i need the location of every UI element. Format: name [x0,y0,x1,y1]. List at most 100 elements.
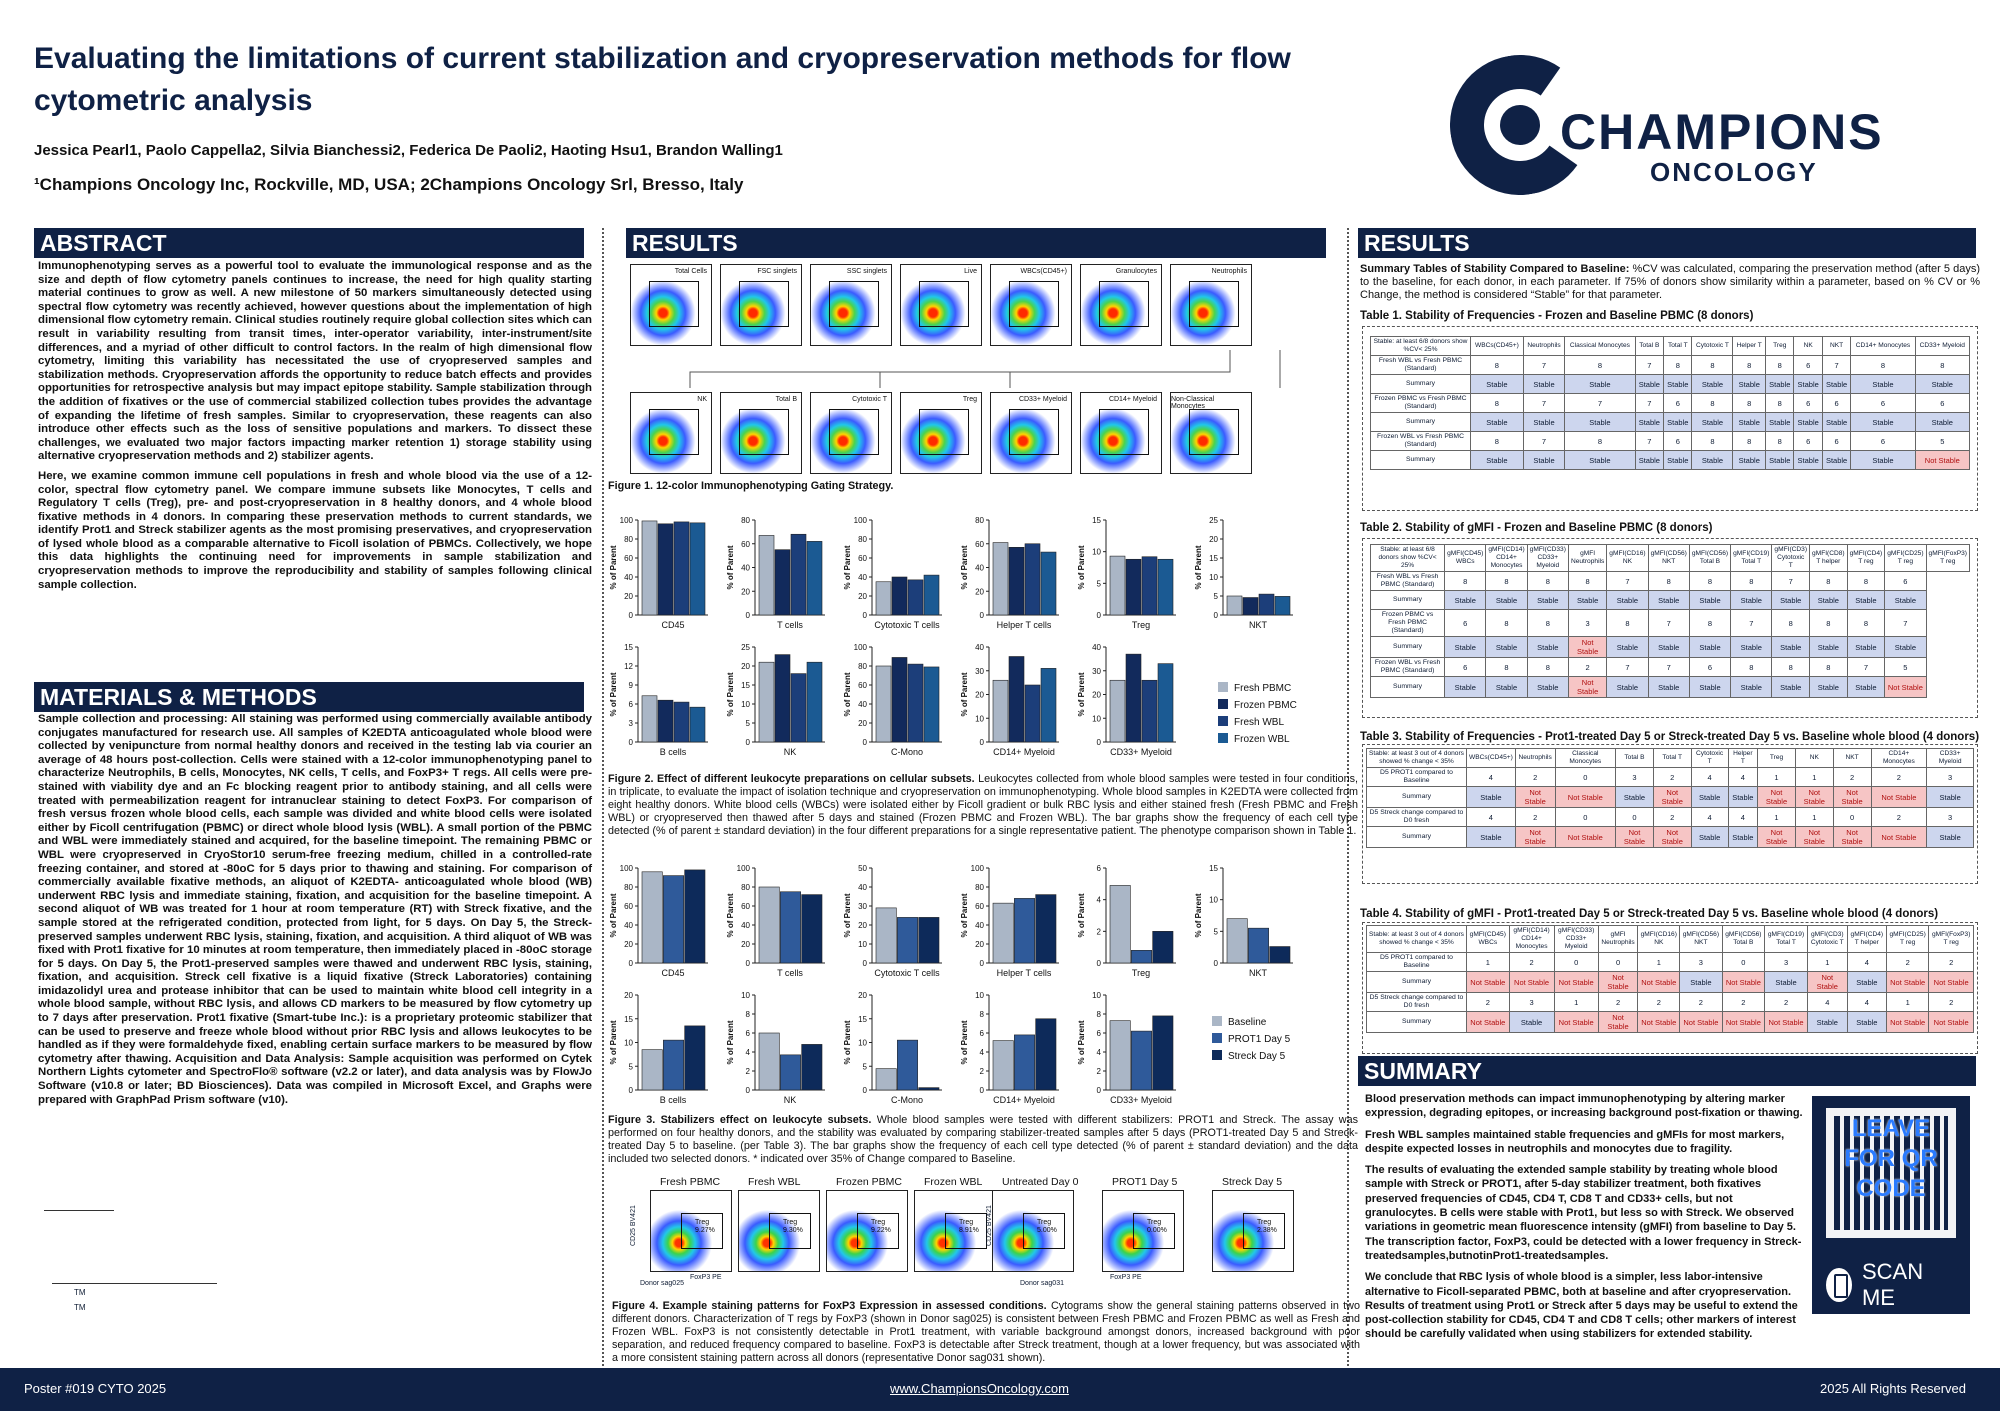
category-label: Treg [1132,968,1150,978]
table-cell: Stable [1679,971,1723,993]
cytogram-plot: Treg 9.27% [650,1190,732,1272]
bar [1035,1018,1057,1091]
table-cell: 8 [1850,355,1916,375]
table-cell: Not Stable [1885,971,1930,993]
table-cell: 6 [1663,431,1693,451]
table-cell: Stable [1793,412,1823,432]
y-tick-label: 0 [980,1086,985,1095]
bar [1248,927,1269,964]
table-column-header: gMFI(CD16) NK [1606,544,1649,572]
table-cell: Stable [1730,636,1773,658]
table-cell: Not Stable [1764,1011,1808,1033]
qr-code-panel[interactable]: LEAVE FOR QR CODE SCAN ME [1812,1096,1970,1314]
logo-sub: ONCOLOGY [1650,157,1818,187]
bar [1274,596,1291,616]
table-row-label: Summary [1370,450,1471,470]
table-cell: Stable [1806,1011,1848,1033]
chart-panel: 0 10 20 30 40 % of Parent CD14+ Myeloid [960,643,1059,757]
category-label: Cytotoxic T cells [874,968,940,978]
y-axis-label: % of Parent [1194,545,1203,589]
table-row-label: Summary [1370,374,1471,394]
y-tick-label: 25 [741,643,750,652]
table-cell: 6 [1850,393,1916,413]
y-tick-label: 80 [975,516,984,525]
table-row: Summary Stable Stable Stable Stable Stable Sta… [1369,590,1970,610]
table-cell: Stable [1444,676,1487,698]
footer-website-link[interactable]: www.ChampionsOncology.com [890,1381,1069,1396]
y-tick-label: 0 [863,1086,868,1095]
table-cell: Not Stable [1553,971,1599,993]
table-cell: 2 [1832,767,1872,787]
trademark-1: TM [74,1288,86,1297]
table-column-header: Cytotoxic T [1691,336,1734,356]
table-column-header: CD14+ Monocytes [1850,336,1916,356]
table-row-label: Frozen WBL vs Fresh PBMC (Standard) [1370,431,1471,451]
table-row: Summary Stable Stable Stable Stable Stable Sta… [1370,450,1971,470]
table-column-header: gMFI(CD14) CD14+ Monocytes [1485,544,1528,572]
y-tick-label: 0 [1097,1086,1102,1095]
summary-paragraph-1: Blood preservation methods can impact im… [1365,1093,1803,1120]
y-tick-label: 15 [624,643,633,652]
y-tick-label: 80 [858,662,867,671]
table-cell: 1 [1794,807,1834,827]
table-cell: 6 [1663,393,1693,413]
bar [758,1032,780,1091]
table-cell: Not Stable [1884,676,1927,698]
y-axis-label: % of Parent [843,893,852,937]
table-cell: 8 [1526,571,1569,591]
y-tick-label: 0 [629,611,634,620]
table-cell: Stable [1615,786,1654,808]
y-tick-label: 9 [629,681,634,690]
table-cell: Not Stable [1757,786,1796,808]
bar [875,1068,897,1091]
table-row-label: Summary [1366,786,1467,808]
cytogram-plot: Treg 8.91% [914,1190,996,1272]
y-axis-label: % of Parent [726,1020,735,1064]
table-cell: 7 [1606,657,1649,677]
table-cell: 6 [1850,431,1916,451]
table-header-row: Stable: at least 6/8 donors show %CV< 25… [1369,544,1971,572]
table-cell: 7 [1634,431,1665,451]
table-cell: Not Stable [1652,826,1692,848]
table-cell: 8 [1765,431,1795,451]
abstract-paragraph-2: Here, we examine common immune cell popu… [38,469,592,591]
treg-gate [769,1213,811,1249]
table-cell: 8 [1526,609,1569,637]
table-column-header: Treg [1757,748,1796,768]
gate-box [649,281,699,327]
table-cell: 6 [1793,355,1823,375]
bar [1040,668,1057,743]
bar [673,521,690,616]
y-tick-label: 20 [858,991,867,1000]
chart-panel: 0 20 40 60 80 100 % of Parent C-Mono [843,643,942,757]
y-tick-label: 0 [863,959,868,968]
chart-panel: 0 20 40 60 80 100 % of Parent T cells [726,864,825,978]
table-cell: Stable [1526,676,1569,698]
qr-code-icon[interactable] [1826,1108,1956,1238]
table-column-header: CD14+ Monocytes [1870,748,1928,768]
y-tick-label: 0 [1214,611,1219,620]
bar [657,523,674,616]
table-row: D5 PROT1 compared to Baseline 1 2 0 0 1 3 0 3 1 4 2… [1366,952,1974,972]
gate-label: CD14+ Myeloid [1108,396,1157,403]
treg-gate [1023,1213,1065,1249]
y-tick-label: 2 [746,1067,751,1076]
category-label: B cells [660,747,687,757]
treg-gate-label: Treg 9.27% [695,1219,715,1234]
bar [1152,1015,1174,1091]
table-cell: Stable [1647,676,1690,698]
y-tick-label: 10 [741,700,750,709]
treg-gate-label: Treg 2.38% [1257,1219,1277,1234]
cytogram-y-axis-label: CD25 BV421 [630,1205,637,1246]
table-cell: 6 [1688,657,1732,677]
table-column-header: NKT [1821,336,1852,356]
table-column-header: Helper T [1727,748,1759,768]
table-cell: 7 [1647,657,1690,677]
y-axis-label: % of Parent [1077,893,1086,937]
table-row-label: Summary [1369,636,1446,658]
table-cell: 0 [1832,807,1872,827]
table-cell: 8 [1771,657,1811,677]
y-axis-label: % of Parent [726,672,735,716]
table-cell: Not Stable [1928,971,1974,993]
